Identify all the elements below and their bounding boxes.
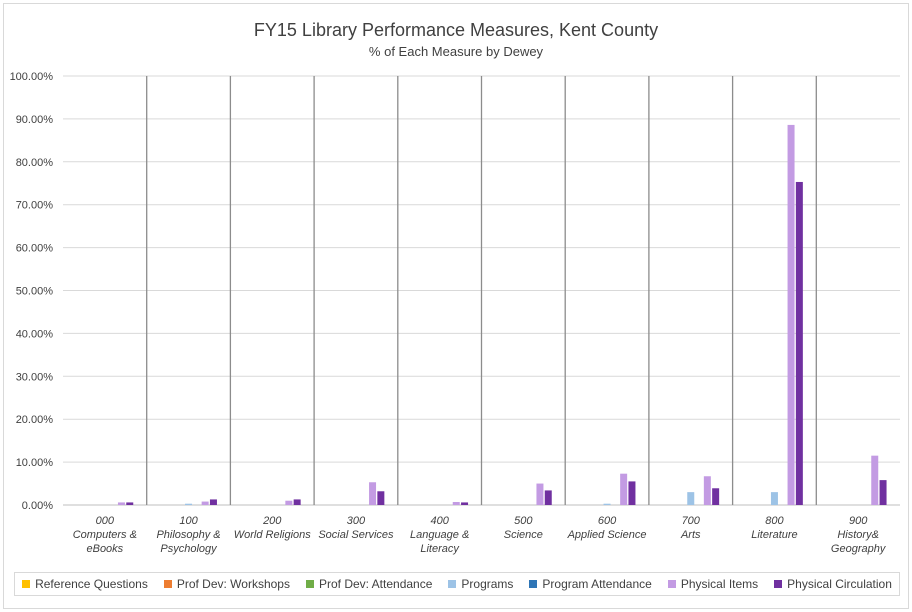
legend-label: Physical Circulation [787, 577, 892, 591]
legend-swatch [448, 580, 457, 588]
legend-item: Program Attendance [529, 577, 652, 591]
bar-physical-circulation [628, 481, 636, 505]
x-category-label: History& [837, 529, 879, 541]
x-category-label: Language & [410, 529, 469, 541]
legend-item: Reference Questions [22, 577, 148, 591]
bar-physical-items [285, 500, 293, 505]
legend: Reference Questions Prof Dev: Workshops Pr… [14, 572, 900, 596]
chart-frame [3, 3, 909, 609]
y-tick-label: 50.00% [16, 286, 54, 298]
x-category-label: 400 [430, 515, 449, 527]
x-category-label: Psychology [160, 543, 218, 555]
x-category-label: Computers & [73, 529, 137, 541]
y-tick-label: 80.00% [16, 157, 54, 169]
chart-subtitle: % of Each Measure by Dewey [368, 44, 544, 59]
bar-physical-circulation [126, 502, 134, 505]
y-tick-label: 20.00% [16, 414, 54, 426]
legend-swatch [163, 580, 172, 588]
bar-programs [687, 492, 695, 505]
legend-label: Reference Questions [35, 577, 148, 591]
bar-physical-circulation [795, 181, 803, 505]
x-category-label: Social Services [318, 529, 394, 541]
y-tick-label: 100.00% [10, 71, 54, 83]
legend-item: Prof Dev: Attendance [305, 577, 433, 591]
x-category-label: 300 [347, 515, 366, 527]
bar-physical-circulation [209, 499, 217, 505]
legend-item: Physical Circulation [774, 577, 892, 591]
y-tick-label: 30.00% [16, 371, 54, 383]
bar-physical-items [452, 501, 460, 505]
x-category-label: 000 [96, 515, 115, 527]
x-category-label: 800 [765, 515, 784, 527]
bar-physical-items [117, 502, 125, 505]
y-tick-label: 10.00% [16, 457, 54, 469]
legend-swatch [774, 580, 783, 588]
y-tick-label: 60.00% [16, 243, 54, 255]
legend-item: Prof Dev: Workshops [163, 577, 290, 591]
legend-item: Programs [448, 577, 513, 591]
x-category-label: Applied Science [567, 529, 647, 541]
legend-swatch [22, 580, 31, 588]
legend-label: Prof Dev: Workshops [176, 577, 290, 591]
x-category-label: 500 [514, 515, 533, 527]
bar-physical-circulation [544, 490, 552, 505]
y-tick-label: 40.00% [16, 328, 54, 340]
bar-physical-items [703, 476, 711, 505]
x-category-label: Literacy [420, 543, 460, 555]
bar-programs [185, 503, 193, 505]
x-category-label: Arts [680, 529, 701, 541]
bar-physical-circulation [461, 502, 469, 505]
x-category-label: Philosophy & [156, 529, 220, 541]
x-category-label: Geography [831, 543, 887, 555]
x-category-label: Literature [751, 529, 797, 541]
legend-swatch [667, 580, 676, 588]
legend-label: Programs [461, 577, 514, 591]
y-tick-label: 70.00% [16, 200, 54, 212]
legend-label: Prof Dev: Attendance [318, 577, 433, 591]
bar-physical-items [871, 455, 879, 505]
x-category-label: 600 [598, 515, 617, 527]
legend-label: Program Attendance [542, 577, 652, 591]
bar-physical-circulation [879, 480, 887, 505]
bar-physical-items [369, 482, 377, 505]
x-category-label: 700 [682, 515, 701, 527]
bar-physical-circulation [712, 488, 720, 505]
x-category-label: 200 [262, 515, 282, 527]
x-category-label: World Religions [234, 529, 312, 541]
bar-physical-items [787, 124, 795, 505]
legend-swatch [529, 580, 538, 588]
y-tick-label: 90.00% [16, 114, 54, 126]
bar-physical-items [536, 483, 544, 505]
legend-item: Physical Items [667, 577, 759, 591]
x-category-label: 100 [179, 515, 198, 527]
bar-programs [770, 492, 778, 505]
bar-physical-items [620, 473, 628, 505]
x-category-label: eBooks [86, 543, 123, 555]
bar-physical-circulation [377, 491, 385, 505]
legend-label: Physical Items [680, 577, 759, 591]
y-tick-label: 0.00% [22, 500, 53, 512]
legend-swatch [305, 580, 314, 588]
x-category-label: 900 [849, 515, 868, 527]
x-category-label: Science [504, 529, 543, 541]
bar-programs [603, 503, 611, 505]
chart-title: FY15 Library Performance Measures, Kent … [253, 20, 659, 40]
bar-physical-circulation [293, 499, 301, 505]
bar-physical-items [201, 501, 209, 505]
